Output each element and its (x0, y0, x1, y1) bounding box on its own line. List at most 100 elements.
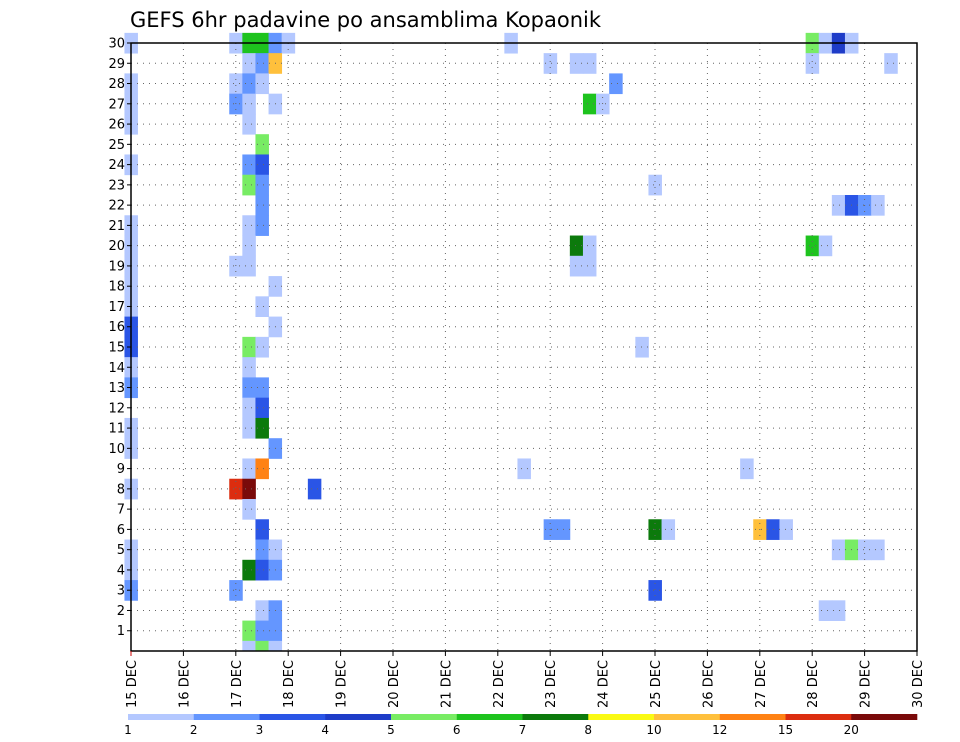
heatmap-cell (569, 255, 584, 277)
y-tick-label: 17 (108, 300, 125, 315)
legend-label: 2 (190, 723, 198, 737)
y-tick-label: 5 (117, 543, 125, 558)
heatmap-cell (255, 458, 269, 480)
legend-swatch (391, 714, 458, 720)
heatmap-cell (255, 296, 269, 317)
heatmap-cell (661, 519, 676, 540)
y-tick-label: 26 (108, 118, 125, 133)
legend-label: 6 (453, 723, 461, 737)
heatmap-cell (229, 93, 243, 115)
heatmap-cell (740, 458, 754, 480)
legend-label: 5 (387, 723, 395, 737)
heatmap-cell (635, 336, 649, 358)
legend-label: 1 (124, 723, 132, 737)
heatmap-cell (582, 53, 597, 74)
x-tick-label: 15 DEC (125, 660, 140, 708)
x-axis: 15 DEC 16 DEC 17 DEC 18 DEC 19 DEC 20 DEC 21 D… (125, 651, 926, 708)
legend-label: 8 (584, 723, 592, 737)
heatmap-cell (255, 559, 269, 581)
heatmap-cell (268, 640, 283, 652)
heatmap-cell (609, 73, 623, 95)
heatmap-cell (255, 539, 269, 561)
legend-label: 4 (321, 723, 329, 737)
y-tick-label: 11 (108, 422, 125, 437)
y-tick-label: 21 (108, 219, 125, 234)
heatmap-cell (596, 93, 610, 115)
y-tick-label: 22 (108, 199, 125, 214)
y-tick-label: 23 (108, 178, 125, 193)
heatmap-cell (255, 195, 269, 216)
y-tick-label: 27 (108, 97, 125, 112)
heatmap-cell (229, 255, 243, 277)
heatmap-cell (242, 336, 256, 358)
heatmap-cell (307, 478, 322, 500)
legend-label: 10 (646, 723, 661, 737)
heatmap-cell (229, 478, 243, 500)
heatmap-cell (242, 154, 256, 176)
y-tick-label: 7 (117, 503, 125, 518)
heatmap-cell (242, 53, 256, 74)
heatmap-cell (255, 620, 269, 642)
legend-label: 15 (778, 723, 793, 737)
heatmap-cell (229, 73, 243, 95)
chart-title: GEFS 6hr padavine po ansamblima Kopaonik (130, 8, 602, 32)
heatmap-cell (582, 255, 597, 277)
heatmap-cell (779, 519, 793, 540)
heatmap-cell (242, 458, 256, 480)
y-tick-label: 6 (117, 523, 125, 538)
y-tick-label: 9 (117, 462, 125, 477)
legend-label: 7 (519, 723, 527, 737)
y-tick-label: 28 (108, 77, 125, 92)
heatmap-cell (805, 235, 820, 257)
heatmap-cell (242, 73, 256, 95)
y-tick-label: 20 (108, 239, 125, 254)
x-tick-label: 19 DEC (335, 660, 350, 708)
heatmap-cell (242, 377, 256, 399)
heatmap-cell (569, 235, 584, 257)
y-tick-label: 10 (108, 442, 125, 457)
y-tick-label: 30 (108, 37, 125, 52)
legend-swatch (193, 714, 260, 720)
y-tick-label: 16 (108, 320, 125, 335)
x-tick-label: 17 DEC (230, 660, 245, 708)
y-tick-label: 8 (117, 482, 125, 497)
x-tick-label: 21 DEC (439, 660, 454, 708)
x-tick-label: 25 DEC (649, 660, 664, 708)
y-tick-label: 4 (117, 563, 125, 578)
heatmap-cell (818, 600, 833, 621)
heatmap-cell (831, 539, 846, 561)
grid-lines (131, 43, 917, 651)
y-tick-label: 19 (108, 259, 125, 274)
heatmap-cell (255, 53, 269, 74)
legend-swatch (325, 714, 392, 720)
legend-label: 12 (712, 723, 727, 737)
heatmap-cell (242, 640, 256, 652)
heatmap-cell (871, 195, 885, 216)
heatmap-cell (255, 397, 269, 419)
heatmap-cell (255, 174, 269, 196)
x-tick-label: 26 DEC (701, 660, 716, 708)
heatmap-cell (255, 640, 269, 652)
heatmap-cell (229, 580, 243, 601)
heatmap-cell (818, 235, 833, 257)
heatmap-cell (242, 417, 256, 439)
y-tick-label: 12 (108, 401, 125, 416)
heatmap-cell (569, 53, 584, 74)
heatmap-cell (884, 53, 898, 74)
x-tick-label: 23 DEC (544, 660, 559, 708)
heatmap-cell (255, 336, 269, 358)
legend-swatch (785, 714, 852, 720)
x-tick-label: 27 DEC (754, 660, 769, 708)
legend-swatch (851, 714, 918, 720)
x-tick-label: 16 DEC (177, 660, 192, 708)
x-tick-label: 20 DEC (387, 660, 402, 708)
heatmap-cell (242, 357, 256, 378)
heatmap-cell (242, 397, 256, 419)
heatmap-cell (543, 53, 558, 74)
heatmap-cells (124, 32, 898, 652)
heatmap-cell (255, 154, 269, 176)
heatmap-cell (242, 499, 256, 520)
heatmap-cell (255, 417, 269, 439)
heatmap-cell (648, 580, 662, 601)
x-tick-label: 28 DEC (806, 660, 821, 708)
